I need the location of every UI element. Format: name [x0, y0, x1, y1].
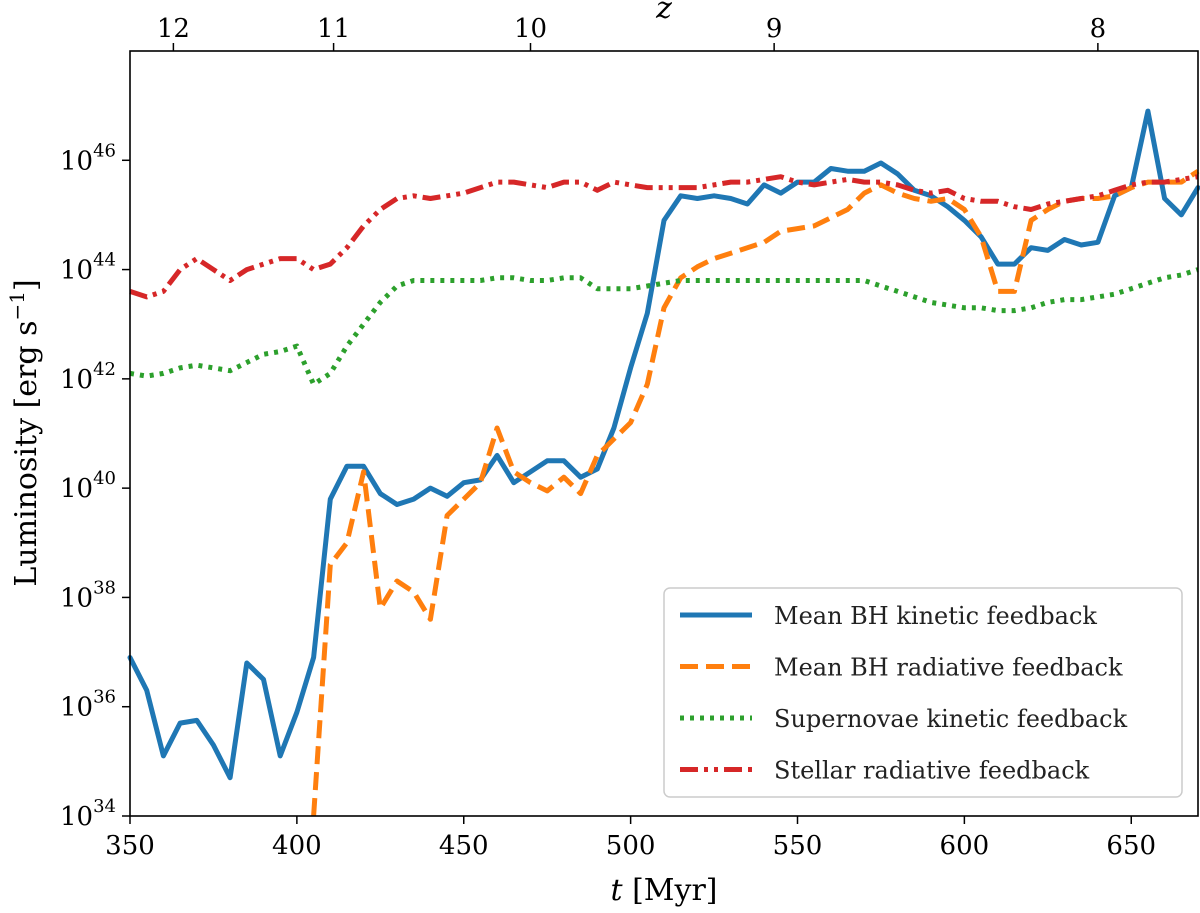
x-tick-label: 400 — [272, 831, 322, 861]
x-tick-label: 450 — [439, 831, 489, 861]
top-tick-label: 10 — [514, 14, 547, 44]
x-tick-label: 600 — [940, 831, 990, 861]
series-line-2 — [129, 267, 1199, 387]
legend-label-0: Mean BH kinetic feedback — [774, 602, 1097, 630]
legend-label-3: Stellar radiative feedback — [774, 757, 1090, 785]
series-line-0 — [127, 108, 1200, 781]
y-axis-label: Luminosity [erg s−1] — [5, 279, 44, 586]
x-tick-label: 350 — [105, 831, 155, 861]
top-tick-label: 9 — [766, 14, 783, 44]
plot-frame — [129, 50, 1199, 817]
top-axis-label: z — [655, 0, 672, 26]
x-tick-label: 500 — [606, 831, 656, 861]
y-tick-label: 1034 — [60, 796, 116, 832]
top-tick-label: 8 — [1090, 14, 1107, 44]
axes-layer: 350 400 450 500 550 600 650 1034 1036 1038 1040 104… — [60, 14, 1156, 861]
x-tick-label: 550 — [773, 831, 823, 861]
y-tick-label: 1036 — [60, 687, 116, 723]
y-tick-label: 1040 — [60, 468, 116, 504]
y-tick-label: 1042 — [60, 359, 116, 395]
legend-box — [663, 587, 1183, 798]
series-layer — [127, 108, 1200, 817]
series-line-3 — [129, 174, 1199, 300]
x-tick-label: 650 — [1106, 831, 1156, 861]
top-tick-label: 11 — [317, 14, 350, 44]
legend-label-2: Supernovae kinetic feedback — [774, 705, 1128, 733]
y-tick-label: 1038 — [60, 577, 116, 613]
y-tick-label: 1046 — [60, 140, 116, 176]
series-line-1 — [311, 169, 1200, 817]
legend: Mean BH kinetic feedback Mean BH radiativ… — [663, 587, 1183, 798]
top-tick-label: 12 — [157, 14, 190, 44]
legend-label-1: Mean BH radiative feedback — [774, 654, 1123, 682]
x-axis-label: t [Myr] — [610, 873, 717, 908]
y-tick-label: 1044 — [60, 250, 116, 286]
